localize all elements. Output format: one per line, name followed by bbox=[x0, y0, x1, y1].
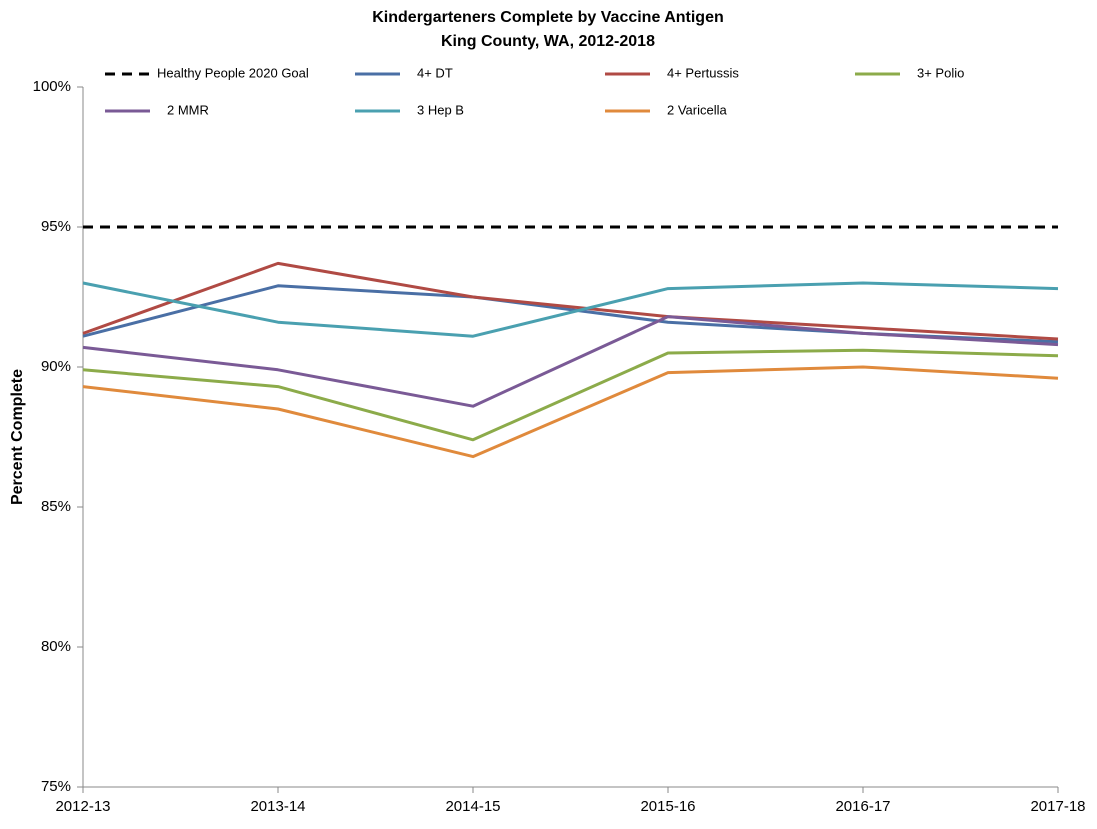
legend-label: 3 Hep B bbox=[417, 102, 464, 117]
legend-label: Healthy People 2020 Goal bbox=[157, 65, 309, 80]
y-tick-label: 100% bbox=[33, 78, 71, 95]
y-tick-label: 95% bbox=[41, 218, 71, 235]
series-line bbox=[82, 261, 1059, 341]
legend-label: 2 Varicella bbox=[667, 102, 728, 117]
x-tick-label: 2017-18 bbox=[1030, 798, 1085, 815]
y-tick-label: 90% bbox=[41, 358, 71, 375]
y-tick-label: 75% bbox=[41, 778, 71, 795]
x-tick-label: 2015-16 bbox=[640, 798, 695, 815]
chart-title: Kindergarteners Complete by Vaccine Anti… bbox=[372, 9, 724, 26]
legend-label: 4+ DT bbox=[417, 65, 453, 80]
y-tick-label: 80% bbox=[41, 638, 71, 655]
x-tick-label: 2012-13 bbox=[55, 798, 110, 815]
legend-label: 2 MMR bbox=[167, 102, 209, 117]
y-tick-label: 85% bbox=[41, 498, 71, 515]
legend-label: 4+ Pertussis bbox=[667, 65, 739, 80]
series-line bbox=[82, 281, 1059, 338]
x-tick-label: 2016-17 bbox=[835, 798, 890, 815]
chart-subtitle: King County, WA, 2012-2018 bbox=[441, 33, 655, 50]
x-tick-label: 2013-14 bbox=[250, 798, 305, 815]
legend-label: 3+ Polio bbox=[917, 65, 964, 80]
series-line bbox=[82, 315, 1059, 408]
x-tick-label: 2014-15 bbox=[445, 798, 500, 815]
y-axis-label: Percent Complete bbox=[9, 369, 26, 505]
series-line bbox=[82, 365, 1059, 459]
series-line bbox=[82, 348, 1059, 442]
